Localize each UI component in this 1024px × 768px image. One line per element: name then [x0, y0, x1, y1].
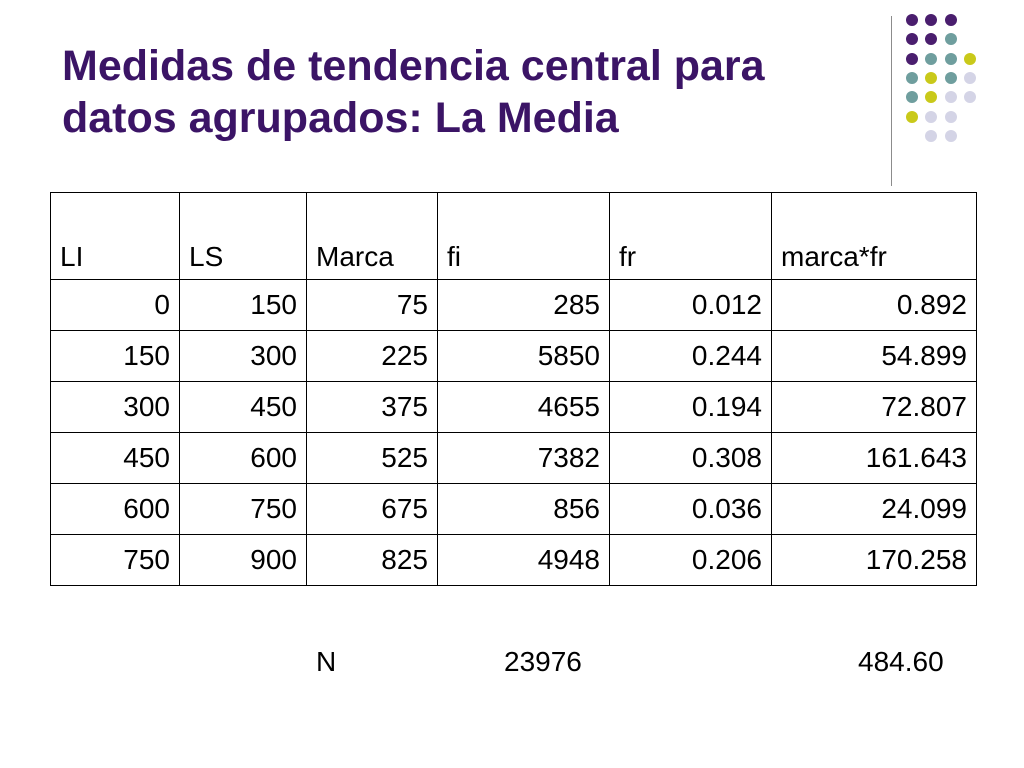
- cell-marca: 675: [306, 483, 438, 535]
- decorative-dot-teal: [906, 71, 918, 84]
- decorative-dot-lime: [906, 110, 918, 123]
- column-header-marca-fr: marca*fr: [771, 192, 977, 280]
- decorative-dot-teal: [944, 71, 957, 84]
- cell-marca-fr: 24.099: [771, 483, 977, 535]
- cell-fr: 0.036: [609, 483, 772, 535]
- summary-mean-total: 484.60: [858, 646, 944, 677]
- cell-ls: 150: [179, 279, 307, 331]
- table-row: 0 150 75 285 0.012 0.892: [50, 279, 977, 331]
- decorative-dot-lavender: [963, 91, 976, 104]
- cell-marca-fr: 0.892: [771, 279, 977, 331]
- cell-li: 0: [50, 279, 180, 331]
- decorative-dot-purple: [906, 52, 918, 65]
- title-divider-line: [891, 16, 892, 186]
- cell-ls: 300: [179, 330, 307, 382]
- cell-fi: 285: [437, 279, 610, 331]
- cell-fr: 0.206: [609, 534, 772, 586]
- decorative-dot-lavender: [944, 110, 957, 123]
- decorative-dot-purple: [925, 14, 938, 26]
- decorative-dot-purple: [906, 14, 918, 26]
- cell-li: 150: [50, 330, 180, 382]
- decorative-dot-purple: [906, 33, 918, 46]
- slide-title: Medidas de tendencia central para datos …: [62, 40, 882, 144]
- cell-fr: 0.244: [609, 330, 772, 382]
- table-row: 150 300 225 5850 0.244 54.899: [50, 330, 977, 382]
- decorative-dot-lime: [963, 52, 976, 65]
- cell-fi: 856: [437, 483, 610, 535]
- cell-li: 450: [50, 432, 180, 484]
- decorative-dot-purple: [944, 14, 957, 26]
- column-header-fr: fr: [609, 192, 772, 280]
- slide-title-line-1: Medidas de tendencia central para: [62, 42, 765, 90]
- decorative-dot-grid: [906, 14, 1016, 164]
- decorative-dot-lavender: [944, 91, 957, 104]
- cell-li: 750: [50, 534, 180, 586]
- column-header-fi: fi: [437, 192, 610, 280]
- cell-fi: 5850: [437, 330, 610, 382]
- table-header-row: LI LS Marca fi fr marca*fr: [50, 192, 977, 280]
- cell-marca: 825: [306, 534, 438, 586]
- summary-n-label: N: [316, 646, 337, 677]
- cell-ls: 750: [179, 483, 307, 535]
- cell-marca: 375: [306, 381, 438, 433]
- cell-fr: 0.308: [609, 432, 772, 484]
- cell-marca: 225: [306, 330, 438, 382]
- cell-marca-fr: 72.807: [771, 381, 977, 433]
- decorative-dot-teal: [906, 91, 918, 104]
- cell-marca-fr: 54.899: [771, 330, 977, 382]
- cell-fi: 4655: [437, 381, 610, 433]
- table-row: 450 600 525 7382 0.308 161.643: [50, 432, 977, 484]
- decorative-dot-teal: [944, 33, 957, 46]
- decorative-dot-lavender: [925, 129, 938, 142]
- cell-fi: 7382: [437, 432, 610, 484]
- cell-ls: 450: [179, 381, 307, 433]
- table-row: 600 750 675 856 0.036 24.099: [50, 483, 977, 535]
- table-row: 300 450 375 4655 0.194 72.807: [50, 381, 977, 433]
- slide-title-line-2: datos agrupados: La Media: [62, 94, 619, 142]
- decorative-dot-lime: [925, 71, 938, 84]
- cell-fr: 0.194: [609, 381, 772, 433]
- cell-marca-fr: 170.258: [771, 534, 977, 586]
- decorative-dot-lavender: [963, 71, 976, 84]
- summary-n-total: 23976: [504, 646, 582, 677]
- decorative-dot-lavender: [925, 110, 938, 123]
- column-header-marca: Marca: [306, 192, 438, 280]
- decorative-dot-lavender: [944, 129, 957, 142]
- cell-marca-fr: 161.643: [771, 432, 977, 484]
- frequency-table: LI LS Marca fi fr marca*fr 0 150 75 285 …: [50, 192, 977, 586]
- column-header-ls: LS: [179, 192, 307, 280]
- cell-li: 300: [50, 381, 180, 433]
- table-row: 750 900 825 4948 0.206 170.258: [50, 534, 977, 586]
- column-header-li: LI: [50, 192, 180, 280]
- cell-ls: 900: [179, 534, 307, 586]
- decorative-dot-teal: [925, 52, 938, 65]
- cell-li: 600: [50, 483, 180, 535]
- decorative-dot-purple: [925, 33, 938, 46]
- cell-fr: 0.012: [609, 279, 772, 331]
- cell-marca: 75: [306, 279, 438, 331]
- decorative-dot-lime: [925, 91, 938, 104]
- decorative-dot-teal: [944, 52, 957, 65]
- cell-fi: 4948: [437, 534, 610, 586]
- cell-marca: 525: [306, 432, 438, 484]
- cell-ls: 600: [179, 432, 307, 484]
